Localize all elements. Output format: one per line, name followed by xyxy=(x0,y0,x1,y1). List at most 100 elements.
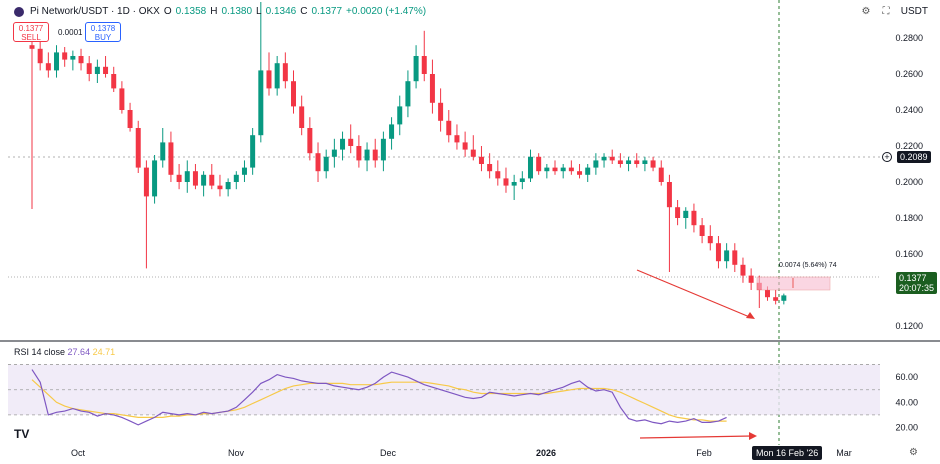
price-tick-label: 0.2000 xyxy=(895,177,923,187)
candle-body xyxy=(127,110,133,128)
candle-body xyxy=(307,128,313,154)
pi-network-icon xyxy=(14,6,24,17)
candle-body xyxy=(94,66,100,74)
rsi-divergence-arrow xyxy=(639,435,753,439)
sell-button[interactable]: 0.1377 SELL xyxy=(13,22,49,42)
rsi-name: RSI 14 close xyxy=(14,347,66,357)
candle-body xyxy=(438,102,444,121)
candle-body xyxy=(160,142,166,161)
candle-body xyxy=(184,171,190,182)
candle-body xyxy=(168,142,174,175)
candle-body xyxy=(519,178,525,182)
fullscreen-icon[interactable]: ⛶ xyxy=(882,6,890,17)
candle-body xyxy=(356,146,362,161)
candle-body xyxy=(732,250,738,265)
last-price-badge: 0.1377 20:07:35 xyxy=(896,272,938,294)
symbol-header: Pi Network/USDT · 1D · OKX O 0.1358 H 0.13… xyxy=(14,6,426,17)
last-price: 0.1377 xyxy=(899,273,927,283)
symbol-label[interactable]: Pi Network/USDT · 1D · OKX xyxy=(30,6,160,17)
candle-body xyxy=(340,138,346,150)
candle-body xyxy=(397,106,403,125)
currency-selector[interactable]: USDT xyxy=(900,6,928,17)
candle-body xyxy=(773,297,779,301)
candle-body xyxy=(462,142,468,150)
candle-body xyxy=(209,174,215,186)
time-axis-label: Feb xyxy=(696,448,712,458)
crosshair-date-badge: Mon 16 Feb '26 xyxy=(752,446,823,460)
price-tick-label: 0.1800 xyxy=(895,213,923,223)
candle-body xyxy=(380,138,386,161)
time-axis-label: Nov xyxy=(228,448,245,458)
crosshair-price-badge: 0.2089 xyxy=(897,151,931,163)
candle-body xyxy=(470,149,476,157)
candle-body xyxy=(152,160,158,197)
candle-body xyxy=(536,156,542,172)
candle-body xyxy=(266,70,272,89)
candle-body xyxy=(691,210,697,226)
rsi-tick-label: 60.00 xyxy=(895,372,918,382)
rsi-arrow-head xyxy=(749,432,757,440)
candle-body xyxy=(560,167,566,172)
candle-body xyxy=(577,171,583,175)
candle-body xyxy=(135,128,141,168)
rsi-value: 27.64 xyxy=(67,347,91,357)
candle-body xyxy=(617,160,623,164)
candle-body xyxy=(70,56,76,60)
candle-body xyxy=(601,156,607,161)
candle-body xyxy=(86,63,92,74)
candle-body xyxy=(634,160,640,164)
buy-button[interactable]: 0.1378 BUY xyxy=(85,22,121,42)
candle-body xyxy=(331,149,337,157)
measure-label: 0.0074 (5.64%) 74 xyxy=(779,262,837,269)
rsi-ma-value: 24.71 xyxy=(92,347,116,357)
bar-countdown: 20:07:35 xyxy=(899,283,935,293)
candle-body xyxy=(111,74,117,89)
candle-body xyxy=(707,236,713,244)
axis-settings-icon[interactable]: ⚙ xyxy=(909,447,918,458)
rsi-tick-label: 20.00 xyxy=(895,422,918,432)
candle-body xyxy=(282,63,288,82)
time-axis-label: 2026 xyxy=(536,448,556,458)
candle-body xyxy=(45,63,51,71)
price-divergence-arrow xyxy=(636,269,753,319)
add-alert-icon[interactable]: + xyxy=(882,152,892,162)
candle-body xyxy=(119,88,125,110)
candle-body xyxy=(413,56,419,82)
candle-body xyxy=(429,74,435,103)
candle-body xyxy=(626,160,632,164)
measure-box xyxy=(756,276,831,291)
candle-body xyxy=(62,52,68,60)
candle-body xyxy=(299,106,305,128)
rsi-legend[interactable]: RSI 14 close 27.64 24.71 xyxy=(14,347,115,357)
time-axis-label: Oct xyxy=(71,448,86,458)
candle-body xyxy=(291,81,297,107)
sell-label: SELL xyxy=(21,33,41,42)
candle-body xyxy=(478,156,484,164)
buy-price: 0.1378 xyxy=(90,24,116,33)
open-value: 0.1358 xyxy=(175,6,207,17)
spread-value: 0.0001 xyxy=(58,28,83,37)
candle-body xyxy=(650,160,656,168)
settings-icon[interactable]: ⚙ xyxy=(861,6,871,17)
candle-body xyxy=(568,167,574,172)
candle-body xyxy=(503,178,509,186)
candle-body xyxy=(389,124,395,139)
rsi-line xyxy=(31,369,727,426)
time-axis-label: Dec xyxy=(380,448,397,458)
price-arrow-head xyxy=(746,312,755,319)
candle-body xyxy=(372,149,378,161)
candle-body xyxy=(54,52,60,71)
candle-body xyxy=(724,250,730,262)
candle-body xyxy=(511,182,517,186)
candle-body xyxy=(764,290,770,298)
candle-body xyxy=(658,167,664,182)
buy-label: BUY xyxy=(94,33,112,42)
candle-body xyxy=(715,243,721,262)
low-value: 0.1346 xyxy=(265,6,297,17)
close-label: C xyxy=(300,6,308,17)
high-label: H xyxy=(210,6,218,17)
candle-body xyxy=(609,156,615,161)
candle-body xyxy=(446,120,452,136)
